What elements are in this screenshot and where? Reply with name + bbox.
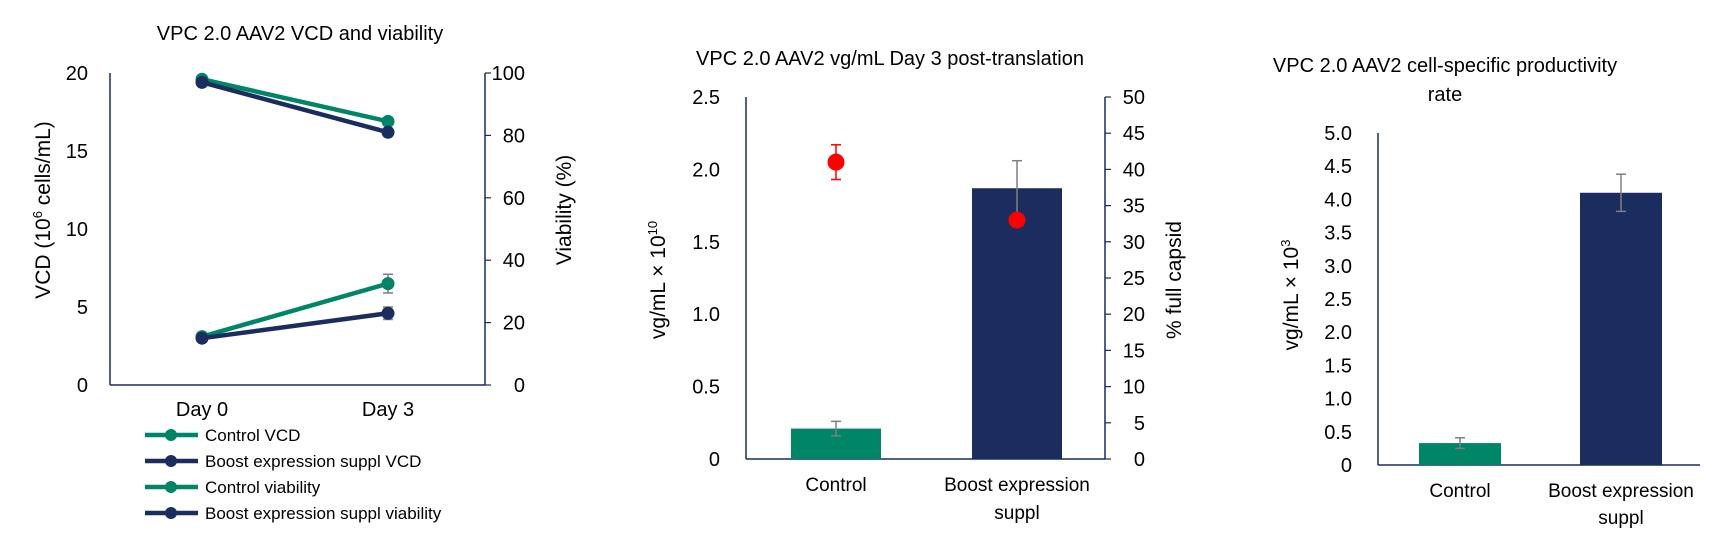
chart2-bar [972,188,1062,459]
chart2-right-tick-label: 30 [1123,232,1145,254]
chart3-left-tick-label: 1.5 [1324,355,1352,377]
chart1-data-point [381,277,395,291]
legend-marker [165,455,177,467]
legend-label: Control viability [205,478,321,497]
chart1-left-tick-label: 0 [77,375,88,397]
chart1-data-point [381,125,395,139]
chart1-series-line [201,281,389,339]
chart2-marks [791,144,1062,459]
chart1-left-tick-label: 15 [66,141,88,163]
legend-label: Boost expression suppl VCD [205,452,421,471]
chart2-left-tick-label: 2.5 [692,87,720,109]
chart2-left-tick-label: 1.5 [692,232,720,254]
chart2-category-labels: Control Boost expression suppl [805,475,1090,524]
chart1-series [195,72,395,345]
chart1-right-axis-label: Viability (%) [553,155,576,265]
chart1-right-tick-label: 0 [514,375,525,397]
chart3-bar [1419,443,1501,465]
chart2-left-tick-label: 0 [709,449,720,471]
chart3-left-tick-label: 4.5 [1324,156,1352,178]
chart3-title-line1: VPC 2.0 AAV2 cell-specific productivity [1273,55,1617,77]
chart2-left-tick-label: 1.0 [692,304,720,326]
chart1-left-tick-label: 10 [66,219,88,241]
chart3-left-axis-label: vg/mL × 103 [1278,240,1303,351]
chart3-category-label: Boost expression [1548,481,1694,502]
chart1-left-axis-label: VCD (106 cells/mL) [30,121,55,299]
chart3-marks [1419,173,1662,465]
chart2-right-tick-label: 25 [1123,268,1145,290]
chart2-tick-labels: 0 0.5 1.0 1.5 2.0 2.5 0 5 10 15 20 25 30 35 40 45 50 [692,87,1145,471]
chart2-full-capsid-point [827,153,845,171]
chart1-axes [109,73,486,386]
chart1-right-tick-label: 60 [503,188,525,210]
chart1-series-line [201,77,389,124]
chart2-right-tick-label: 10 [1123,377,1145,399]
chart2-right-tick-label: 15 [1123,340,1145,362]
chart1-legend: Control VCD Boost expression suppl VCD Con… [145,426,442,523]
legend-label: Boost expression suppl viability [205,504,442,523]
chart2-left-tick-label: 2.0 [692,159,720,181]
chart1-right-tick-label: 80 [503,125,525,147]
chart2-category-label: Boost expression [944,475,1090,496]
chart2-right-tick-label: 5 [1134,413,1145,435]
chart2-right-tick-label: 35 [1123,196,1145,218]
chart3-left-tick-label: 5.0 [1324,123,1352,145]
chart2-right-tick-label: 40 [1123,159,1145,181]
chart3-category-label: suppl [1598,508,1643,529]
chart2-left-axis-label: vg/mL × 1010 [645,221,670,339]
chart1-title: VPC 2.0 AAV2 VCD and viability [157,23,443,45]
chart3-left-tick-label: 3.0 [1324,256,1352,278]
legend-marker [165,429,177,441]
chart2-full-capsid-point [1008,211,1026,229]
chart3-left-tick-label: 2.0 [1324,322,1352,344]
chart1-data-point [195,331,209,345]
chart2-left-tick-label: 0.5 [692,377,720,399]
chart2-right-tick-label: 20 [1123,304,1145,326]
chart3-title: VPC 2.0 AAV2 cell-specific productivity r… [1273,55,1617,106]
chart3-left-tick-label: 0 [1341,455,1352,477]
chart2-right-tick-label: 45 [1123,123,1145,145]
chart1-left-tick-label: 5 [77,297,88,319]
chart1-series-line [201,80,389,135]
chart1-right-tick-label: 40 [503,250,525,272]
chart1-data-point [381,114,395,128]
legend-marker [165,507,177,519]
chart1-tick-labels: 0 5 10 15 20 0 20 40 60 80 100 Day 0 Day 3 [66,63,525,421]
chart3-left-tick-label: 4.0 [1324,189,1352,211]
chart1-right-tick-label: 20 [503,313,525,335]
vg-per-ml-chart: VPC 2.0 AAV2 vg/mL Day 3 post-translatio… [645,48,1186,524]
legend-marker [165,481,177,493]
chart3-left-tick-label: 0.5 [1324,422,1352,444]
legend-label: Control VCD [205,426,300,445]
chart3-left-tick-label: 1.0 [1324,389,1352,411]
chart3-bar [1580,192,1662,465]
chart3-category-label: Control [1429,481,1490,502]
chart3-title-line2: rate [1428,84,1462,106]
chart1-data-point [381,306,395,320]
chart3-left-tick-label: 2.5 [1324,289,1352,311]
vcd-viability-chart: VPC 2.0 AAV2 VCD and viability VCD (106 … [30,23,576,523]
chart2-category-label: suppl [994,503,1039,524]
chart3-left-tick-label: 3.5 [1324,223,1352,245]
chart1-data-point [195,75,209,89]
chart1-left-tick-label: 20 [66,63,88,85]
chart3-category-labels: Control Boost expression suppl [1429,481,1694,529]
chart2-title: VPC 2.0 AAV2 vg/mL Day 3 post-translatio… [696,48,1084,70]
chart1-series-line [201,311,389,341]
chart2-right-tick-label: 50 [1123,87,1145,109]
chart3-tick-labels: 0 0.5 1.0 1.5 2.0 2.5 3.0 3.5 4.0 4.5 5.0 [1324,123,1352,477]
chart1-right-tick-label: 100 [492,63,525,85]
chart2-right-axis-label: % full capsid [1163,221,1186,339]
chart1-x-tick-label: Day 0 [176,399,228,421]
productivity-chart: VPC 2.0 AAV2 cell-specific productivity r… [1273,55,1700,529]
chart2-category-label: Control [805,475,866,496]
chart2-right-tick-label: 0 [1134,449,1145,471]
chart1-x-tick-label: Day 3 [362,399,414,421]
